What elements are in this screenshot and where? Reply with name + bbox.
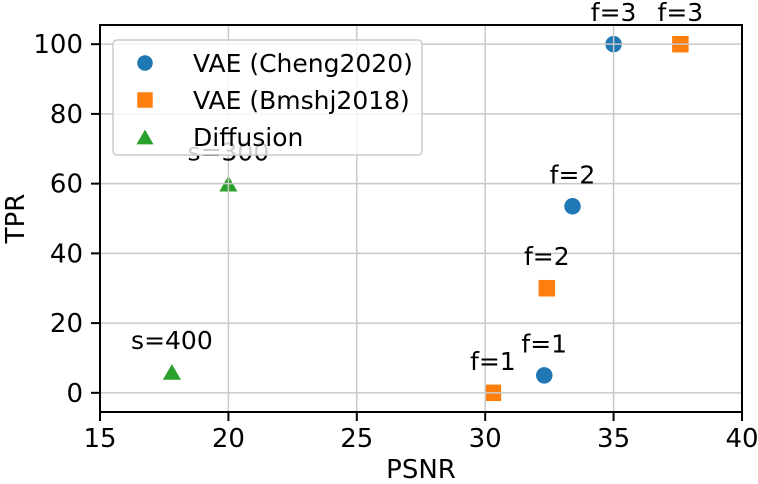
x-tick-label: 30 (469, 424, 502, 454)
axes-frame (99, 24, 743, 413)
legend-label: Diffusion (193, 123, 303, 152)
annotation-label: f=3 (658, 0, 704, 27)
scatter-point-circle (536, 367, 553, 384)
legend-marker-triangle (136, 129, 154, 145)
x-tick-label: 35 (597, 424, 630, 454)
annotation-label: f=1 (521, 329, 567, 358)
y-tick-label: 100 (33, 30, 83, 60)
legend-marker-circle (137, 55, 153, 71)
scatter-point-circle (564, 198, 581, 215)
scatter-point-square (538, 279, 556, 297)
y-tick-label: 60 (50, 170, 83, 200)
x-tick-label: 25 (340, 424, 373, 454)
y-tick-label: 0 (66, 379, 83, 409)
annotation-label: f=2 (524, 242, 570, 271)
scatter-point-triangle (162, 364, 181, 380)
legend-marker-square (137, 92, 153, 108)
annotation-label: f=1 (470, 347, 516, 376)
legend (112, 39, 423, 156)
y-tick-label: 40 (50, 239, 83, 269)
legend-frame (112, 39, 423, 156)
x-tick-label: 20 (212, 424, 245, 454)
x-axis-label: PSNR (386, 455, 456, 484)
x-tick-label: 40 (725, 424, 758, 454)
annotation-label: s=400 (131, 326, 213, 355)
annotation-label: f=3 (591, 0, 637, 27)
y-axis-label: TPR (1, 194, 31, 245)
y-tick-label: 80 (50, 100, 83, 130)
legend-label: VAE (Bmshj2018) (193, 86, 410, 115)
legend-label: VAE (Cheng2020) (193, 49, 413, 78)
x-tick-label: 15 (83, 424, 116, 454)
y-tick-label: 20 (50, 309, 83, 339)
annotation-label: f=2 (550, 160, 596, 189)
